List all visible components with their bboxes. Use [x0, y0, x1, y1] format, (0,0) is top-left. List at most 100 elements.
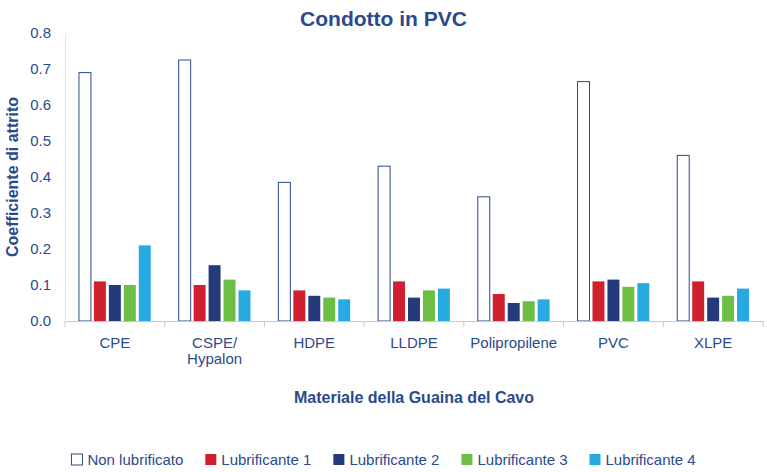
y-tick-label: 0.7 [30, 60, 51, 77]
y-tick: 0.5 [30, 132, 65, 149]
x-tick: XLPE [694, 321, 732, 351]
legend-item: Lubrificante 2 [333, 451, 439, 468]
y-axis: 0.0 0.1 0.2 0.3 0.4 0.5 0.6 0.7 0.8 [30, 24, 65, 329]
y-tick-label: 0.8 [30, 24, 51, 41]
bar [94, 281, 106, 321]
x-axis: CPE CSPE/Hypalon HDPE LLDPE Polipropilene PVC… [66, 321, 764, 367]
legend: Non lubrificato Lubrificante 1 Lubrificant… [71, 451, 695, 468]
y-axis-line [65, 34, 66, 322]
bar [139, 245, 151, 321]
legend-label: Non lubrificato [87, 451, 183, 468]
x-tick-label: LLDPE [390, 334, 438, 351]
series [124, 280, 734, 321]
x-separator [663, 321, 664, 327]
bar [677, 155, 689, 321]
bar [607, 280, 619, 321]
bar [438, 289, 450, 321]
legend-label: Lubrificante 2 [349, 451, 439, 468]
bars [79, 60, 749, 321]
x-separators [65, 321, 763, 327]
y-tick: 0.6 [30, 96, 65, 113]
bar [692, 281, 704, 321]
legend-item: Non lubrificato [71, 451, 183, 468]
legend-swatch [205, 454, 216, 465]
bar [179, 60, 191, 321]
title: Condotto in PVC [300, 7, 467, 30]
y-tick-label: 0.2 [30, 240, 51, 257]
x-axis-line [66, 321, 764, 322]
bar [209, 265, 221, 321]
bar [293, 290, 305, 321]
bar [508, 303, 520, 321]
x-tick-label: Polipropilene [470, 334, 557, 351]
bar [378, 166, 390, 321]
bar [338, 299, 350, 321]
y-tick-label: 0.5 [30, 132, 51, 149]
y-axis-title: Coefficiente di attrito [4, 97, 21, 257]
legend-swatch [71, 454, 82, 465]
legend-swatch [333, 454, 344, 465]
x-tick: PVC [598, 321, 629, 351]
bar [109, 285, 121, 321]
bar [408, 298, 420, 321]
bar [523, 301, 535, 321]
bar [278, 182, 290, 321]
y-tick-label: 0.6 [30, 96, 51, 113]
x-tick-label: CPE [99, 334, 130, 351]
bar [194, 285, 206, 321]
bar [622, 287, 634, 321]
series [79, 60, 689, 321]
y-tick: 0.3 [30, 204, 65, 221]
x-tick-label: XLPE [694, 334, 732, 351]
x-separator [164, 321, 165, 327]
x-tick-label: CSPE/Hypalon [187, 334, 242, 368]
series [109, 265, 719, 321]
legend-item: Lubrificante 3 [461, 451, 567, 468]
y-tick-label: 0.1 [30, 276, 51, 293]
y-tick: 0.8 [30, 24, 65, 41]
bar [578, 82, 590, 321]
y-tick: 0.2 [30, 240, 65, 257]
x-tick: HDPE [293, 321, 335, 351]
bar [423, 290, 435, 321]
bar [323, 298, 335, 321]
bar [707, 298, 719, 321]
legend-swatch [590, 454, 601, 465]
x-tick: CSPE/Hypalon [187, 321, 242, 367]
x-tick-label: HDPE [293, 334, 335, 351]
y-tick: 0.1 [30, 276, 65, 293]
bar [592, 281, 604, 321]
y-tick: 0.4 [30, 168, 65, 185]
bar [124, 285, 136, 321]
bar [224, 280, 236, 321]
legend-label: Lubrificante 1 [221, 451, 311, 468]
series [139, 245, 749, 321]
x-axis-title: Materiale della Guaina del Cavo [294, 389, 534, 406]
x-separator [264, 321, 265, 327]
x-tick: LLDPE [390, 321, 438, 351]
x-separator [364, 321, 365, 327]
bar [478, 197, 490, 321]
y-tick: 0.7 [30, 60, 65, 77]
y-tick: 0.0 [30, 312, 65, 329]
x-separator [463, 321, 464, 327]
bar [308, 296, 320, 321]
legend-label: Lubrificante 4 [606, 451, 696, 468]
bar [637, 283, 649, 321]
y-tick-label: 0.0 [30, 312, 51, 329]
bar [737, 289, 749, 321]
x-separator [65, 321, 66, 327]
bar [79, 73, 91, 321]
x-tick: Polipropilene [470, 321, 557, 351]
y-tick-label: 0.4 [30, 168, 51, 185]
chart: Condotto in PVC0.00.10.20.30.40.50.60.70… [0, 0, 767, 472]
x-separator [763, 321, 764, 327]
bar [239, 290, 251, 321]
bar [538, 299, 550, 321]
legend-swatch [461, 454, 472, 465]
legend-label: Lubrificante 3 [477, 451, 567, 468]
plot: 0.0 0.1 0.2 0.3 0.4 0.5 0.6 0.7 0.8 CPE CSPE/Hypal… [30, 24, 763, 367]
bar [722, 296, 734, 321]
legend-item: Lubrificante 1 [205, 451, 311, 468]
x-tick-label: PVC [598, 334, 629, 351]
